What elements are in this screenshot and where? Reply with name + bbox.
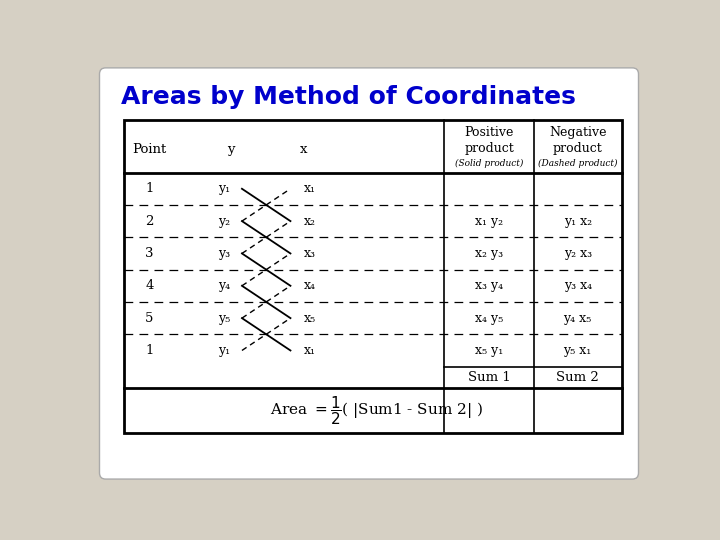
- Text: y₄: y₄: [218, 279, 230, 292]
- Text: y₂: y₂: [218, 214, 230, 228]
- Text: x: x: [300, 143, 307, 156]
- Text: 5: 5: [145, 312, 154, 325]
- Text: x₃ y₄: x₃ y₄: [475, 279, 503, 292]
- Text: Area $=\dfrac{1}{2}$( |Sum1 - Sum 2| ): Area $=\dfrac{1}{2}$( |Sum1 - Sum 2| ): [270, 394, 483, 427]
- Text: 3: 3: [145, 247, 154, 260]
- Text: x₅ y₁: x₅ y₁: [475, 344, 503, 357]
- Text: y₄ x₅: y₄ x₅: [564, 312, 592, 325]
- Text: x₂: x₂: [304, 214, 315, 228]
- Text: y₁: y₁: [218, 183, 230, 195]
- Text: y₃: y₃: [218, 247, 230, 260]
- Text: 2: 2: [145, 214, 154, 228]
- Text: x₅: x₅: [304, 312, 316, 325]
- Text: y₃ x₄: y₃ x₄: [564, 279, 592, 292]
- Text: Point: Point: [132, 143, 166, 156]
- Text: x₁: x₁: [304, 344, 315, 357]
- Text: 4: 4: [145, 279, 154, 292]
- Text: Areas by Method of Coordinates: Areas by Method of Coordinates: [121, 85, 576, 109]
- Text: y₂ x₃: y₂ x₃: [564, 247, 592, 260]
- Text: 1: 1: [145, 344, 154, 357]
- Text: x₂ y₃: x₂ y₃: [475, 247, 503, 260]
- Text: (Dashed product): (Dashed product): [538, 159, 618, 168]
- Text: x₄ y₅: x₄ y₅: [475, 312, 503, 325]
- Text: y: y: [227, 143, 234, 156]
- Text: y₅: y₅: [218, 312, 230, 325]
- Bar: [124, 120, 621, 433]
- Text: Sum 1: Sum 1: [468, 371, 510, 384]
- Text: 1: 1: [145, 183, 154, 195]
- Text: x₁: x₁: [304, 183, 315, 195]
- Text: Negative
product: Negative product: [549, 126, 606, 155]
- Text: x₁ y₂: x₁ y₂: [475, 214, 503, 228]
- Text: y₅ x₁: y₅ x₁: [564, 344, 592, 357]
- Text: Sum 2: Sum 2: [557, 371, 599, 384]
- Text: (Solid product): (Solid product): [455, 159, 523, 168]
- Text: y₁: y₁: [218, 344, 230, 357]
- Text: Positive
product: Positive product: [464, 126, 514, 155]
- Text: y₁ x₂: y₁ x₂: [564, 214, 592, 228]
- Text: x₃: x₃: [304, 247, 315, 260]
- Text: x₄: x₄: [304, 279, 315, 292]
- FancyBboxPatch shape: [99, 68, 639, 479]
